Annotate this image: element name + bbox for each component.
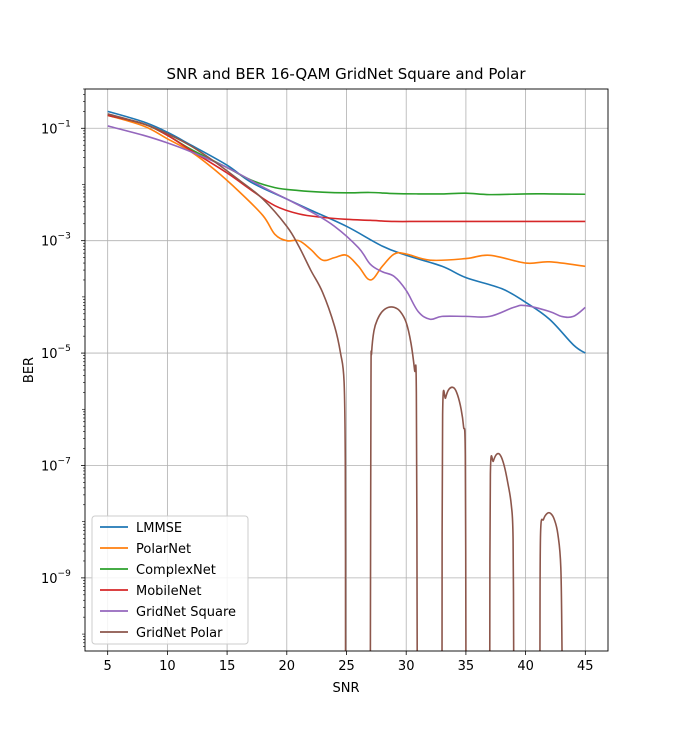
legend-label-lmmse: LMMSE: [136, 521, 182, 536]
legend-box: [91, 515, 249, 645]
legend-label-gridnet-polar: GridNet Polar: [136, 626, 223, 641]
x-tick-label: 30: [398, 659, 415, 674]
x-axis-label: SNR: [332, 681, 359, 696]
series-line-polarnet: [107, 114, 586, 281]
legend-label-polarnet: PolarNet: [136, 542, 191, 557]
y-axis-label: BER: [22, 357, 37, 383]
series-line-gridnet-square: [107, 125, 586, 321]
x-tick-label: 10: [159, 659, 176, 674]
legend: LMMSE PolarNet ComplexNet MobileNet GridNet …: [91, 515, 249, 645]
x-tick-label: 40: [517, 659, 534, 674]
series-line-gridnet-polar: [369, 306, 418, 651]
x-tick-label: 20: [279, 659, 296, 674]
x-tick-label: 35: [458, 659, 475, 674]
series-line-gridnet-polar: [539, 511, 563, 651]
x-tick-label: 25: [338, 659, 355, 674]
legend-label-complexnet: ComplexNet: [136, 563, 216, 578]
legend-label-gridnet-square: GridNet Square: [136, 605, 236, 620]
series-line-lmmse: [107, 110, 586, 354]
plot-frame: [84, 88, 609, 652]
series-line-mobilenet: [107, 114, 586, 223]
series-line-gridnet-polar: [107, 113, 347, 651]
series-line-gridnet-polar: [488, 452, 515, 651]
chart-title: SNR and BER 16-QAM GridNet Square and Po…: [166, 65, 526, 83]
legend-label-mobilenet: MobileNet: [136, 584, 201, 599]
x-tick-label: 15: [219, 659, 236, 674]
series-layer: [107, 110, 586, 651]
series-line-complexnet: [107, 114, 586, 196]
x-tick-label: 45: [577, 659, 594, 674]
series-line-gridnet-polar: [441, 386, 467, 651]
grid-lines: [85, 89, 608, 651]
x-tick-label: 5: [104, 659, 112, 674]
